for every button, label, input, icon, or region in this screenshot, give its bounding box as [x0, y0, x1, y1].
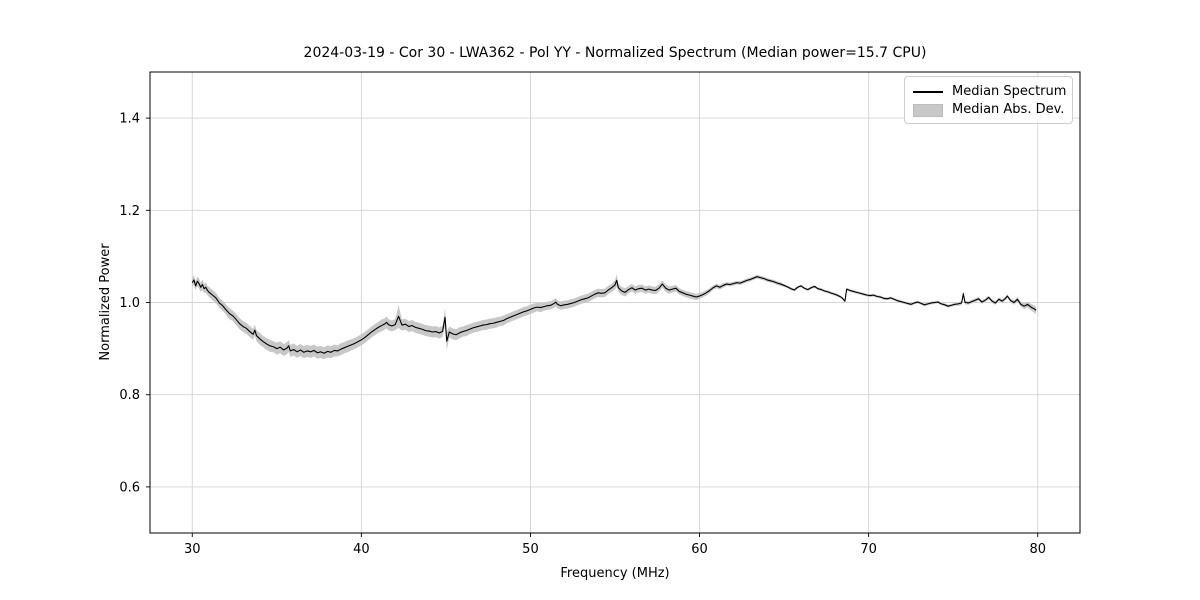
- y-tick-label: 1.0: [119, 296, 140, 311]
- x-tick-label: 30: [184, 542, 201, 557]
- legend-label-mad: Median Abs. Dev.: [952, 102, 1065, 117]
- median-spectrum-line: [191, 276, 1037, 354]
- x-tick-label: 70: [860, 542, 877, 557]
- x-tick-label: 80: [1029, 542, 1046, 557]
- x-tick-label: 60: [691, 542, 708, 557]
- x-tick-label: 50: [522, 542, 539, 557]
- legend-item-median-spectrum: Median Spectrum: [913, 83, 1067, 101]
- mad-band-area: [192, 274, 1037, 360]
- legend: Median Spectrum Median Abs. Dev.: [904, 76, 1073, 124]
- y-axis-label: Normalized Power: [98, 243, 113, 361]
- y-tick-label: 1.2: [119, 204, 140, 219]
- legend-item-mad: Median Abs. Dev.: [913, 101, 1064, 119]
- legend-line-swatch: [913, 91, 943, 93]
- y-tick-label: 0.8: [119, 388, 140, 403]
- legend-label-median-spectrum: Median Spectrum: [952, 84, 1067, 99]
- x-axis-label: Frequency (MHz): [560, 566, 669, 581]
- grid-lines: [150, 72, 1080, 533]
- y-tick-label: 0.6: [119, 480, 140, 495]
- axis-ticks: 30 40 50 60 70 80 0.6 0.8 1.0 1.2 1.4: [119, 112, 1046, 557]
- x-tick-label: 40: [353, 542, 370, 557]
- legend-patch-swatch: [913, 103, 943, 117]
- y-tick-label: 1.4: [119, 112, 140, 127]
- chart-title: 2024-03-19 - Cor 30 - LWA362 - Pol YY - …: [304, 45, 927, 61]
